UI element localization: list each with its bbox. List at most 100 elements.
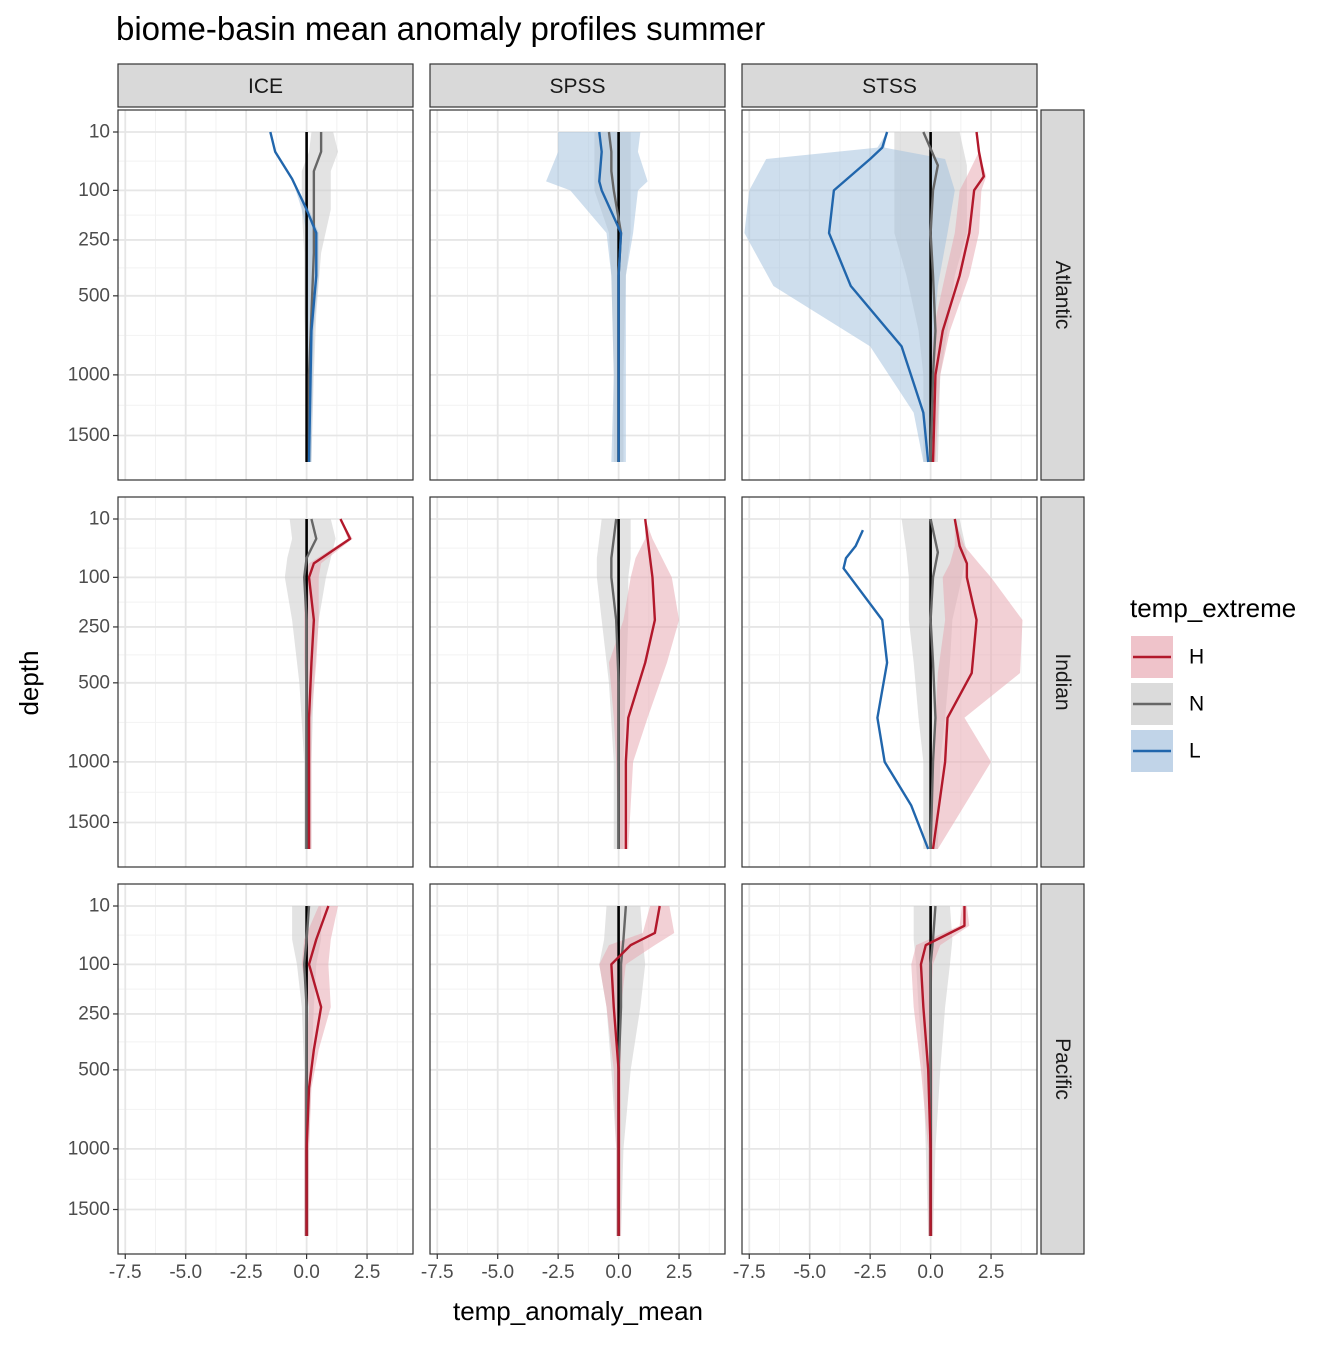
- legend-label: H: [1189, 646, 1204, 669]
- y-tick-label: 100: [78, 954, 110, 975]
- legend-label: L: [1189, 740, 1201, 763]
- column-strip: [741, 63, 1038, 108]
- mean-line-L: [827, 131, 930, 463]
- panel-content: [744, 131, 987, 463]
- mean-line-H: [931, 518, 978, 850]
- panel-content: [269, 131, 339, 463]
- panel-content: [599, 905, 675, 1236]
- panel-border: [429, 109, 726, 481]
- panel-content: [546, 131, 648, 462]
- y-tick-label: 500: [78, 672, 110, 693]
- x-tick-label: 2.5: [666, 1262, 692, 1283]
- panel-indian-spss: [429, 496, 726, 868]
- mean-line-H: [931, 131, 986, 463]
- mean-line-H: [624, 518, 657, 849]
- legend: temp_extreme H N L: [1130, 593, 1296, 772]
- mean-line-N: [307, 132, 323, 462]
- panel-content: [292, 905, 339, 1236]
- panel-border: [117, 883, 414, 1255]
- panel-border: [741, 496, 1038, 868]
- column-strip: [429, 63, 726, 108]
- x-tick-label: -5.0: [481, 1262, 514, 1283]
- ribbon-H: [911, 906, 970, 1236]
- legend-title: temp_extreme: [1130, 593, 1296, 623]
- y-tick-label: 1000: [68, 751, 110, 772]
- x-tick-label: -5.0: [793, 1262, 826, 1283]
- column-strip: [117, 63, 414, 108]
- x-tick-label: -2.5: [854, 1262, 887, 1283]
- grid: [430, 497, 725, 867]
- panel-pacific-spss: [429, 883, 726, 1255]
- x-tick-label: 0.0: [917, 1262, 943, 1283]
- panel-indian-ice: [117, 496, 414, 868]
- mean-line-L: [842, 529, 930, 850]
- y-tick-label: 10: [89, 896, 110, 917]
- y-tick-label: 250: [78, 1003, 110, 1024]
- panel-pacific-stss: [741, 883, 1038, 1255]
- mean-line-N: [610, 518, 620, 849]
- legend-item-H: H: [1131, 636, 1204, 678]
- ribbon-H: [301, 906, 339, 1236]
- x-tick-label: -7.5: [733, 1262, 766, 1283]
- y-tick-label: 250: [78, 229, 110, 250]
- ribbon-L: [546, 132, 648, 462]
- panel-atlantic-spss: [429, 109, 726, 481]
- x-tick-label: -7.5: [109, 1262, 142, 1283]
- mean-line-N: [302, 518, 318, 849]
- y-tick-label: 100: [78, 180, 110, 201]
- mean-line-H: [919, 906, 966, 1236]
- panel-border: [741, 109, 1038, 481]
- y-tick-label: 500: [78, 1059, 110, 1080]
- panel-content: [842, 518, 1023, 850]
- panel-pacific-ice: [117, 883, 414, 1255]
- y-tick-label: 10: [89, 122, 110, 143]
- panel-border: [429, 496, 726, 868]
- panel-atlantic-stss: [741, 109, 1038, 481]
- x-tick-label: 0.0: [605, 1262, 631, 1283]
- x-axis-title: temp_anomaly_mean: [453, 1296, 703, 1326]
- legend-label: N: [1189, 693, 1204, 716]
- x-tick-label: 0.0: [293, 1262, 319, 1283]
- panels-layer: ICE SPSS STSS Atlantic Indian Pacific: [117, 63, 1085, 1255]
- y-tick-label: 1500: [68, 425, 110, 446]
- y-tick-label: 100: [78, 567, 110, 588]
- mean-line-N: [929, 518, 940, 850]
- row-strip-label: Pacific: [1051, 1038, 1074, 1100]
- mean-line-L: [598, 131, 623, 462]
- x-tick-label: -5.0: [169, 1262, 202, 1283]
- x-tick-label: 2.5: [354, 1262, 380, 1283]
- mean-line-N: [922, 131, 940, 463]
- row-strip-label: Atlantic: [1051, 261, 1074, 330]
- y-tick-label: 1500: [68, 812, 110, 833]
- panel-border: [429, 883, 726, 1255]
- panel-indian-stss: [741, 496, 1038, 868]
- row-strip: [1040, 496, 1085, 868]
- legend-item-L: L: [1131, 730, 1201, 772]
- y-tick-label: 1000: [68, 364, 110, 385]
- y-tick-label: 500: [78, 285, 110, 306]
- panel-border: [741, 883, 1038, 1255]
- y-tick-label: 10: [89, 509, 110, 530]
- mean-line-H: [307, 518, 352, 849]
- panel-atlantic-ice: [117, 109, 414, 481]
- mean-line-H: [610, 905, 661, 1236]
- column-strip-label: SPSS: [549, 75, 605, 98]
- y-axis-title: depth: [14, 650, 44, 715]
- x-tick-label: -2.5: [542, 1262, 575, 1283]
- mean-line-H: [305, 905, 330, 1236]
- row-strip: [1040, 883, 1085, 1255]
- x-tick-label: -7.5: [421, 1262, 454, 1283]
- panel-content: [911, 905, 970, 1236]
- column-strip-label: ICE: [248, 75, 283, 98]
- x-tick-label: 2.5: [978, 1262, 1004, 1283]
- ribbon-L: [744, 132, 955, 462]
- axes-layer: 10 100 250 500 1000 1500 10 100 250 500 1000 1500 10…: [68, 122, 1005, 1284]
- row-strip: [1040, 109, 1085, 481]
- panel-content: [596, 518, 680, 849]
- panel-border: [117, 496, 414, 868]
- panel-content: [284, 518, 353, 849]
- y-tick-label: 1000: [68, 1138, 110, 1159]
- y-tick-label: 1500: [68, 1199, 110, 1220]
